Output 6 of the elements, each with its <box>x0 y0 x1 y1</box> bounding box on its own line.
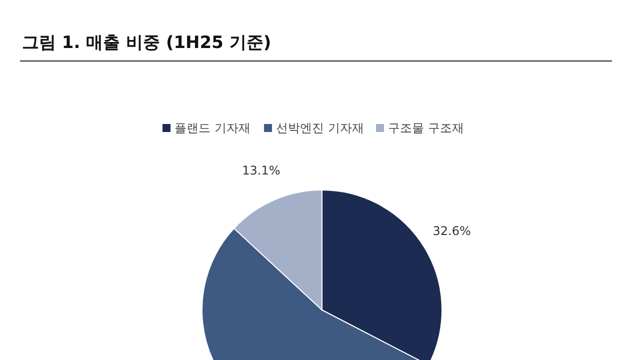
legend-label: 플랜드 기자재 <box>174 121 250 135</box>
legend-label: 선박엔진 기자재 <box>276 121 364 135</box>
legend-label: 구조물 구조재 <box>388 121 464 135</box>
data-label: 32.6% <box>432 224 471 238</box>
chart-title: 그림 1. 매출 비중 (1H25 기준) <box>22 33 272 53</box>
data-label: 13.1% <box>242 164 280 178</box>
